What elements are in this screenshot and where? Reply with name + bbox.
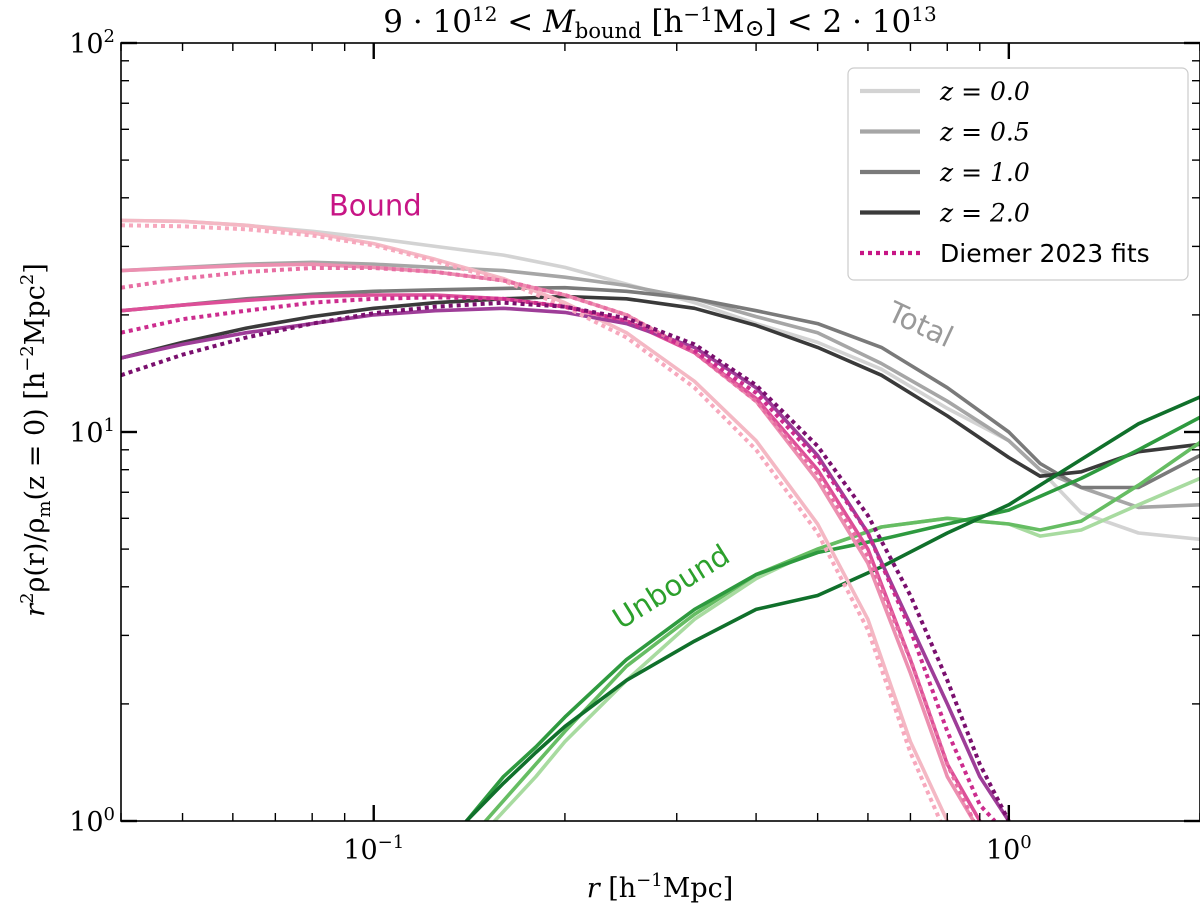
legend-label: z = 0.0: [939, 77, 1030, 106]
series-line-bound-z1-0: [121, 293, 982, 821]
legend-label: Diemer 2023 fits: [940, 239, 1150, 268]
x-axis-label: r [h−1Mpc]: [587, 870, 734, 904]
annotation-total: Total: [882, 294, 959, 354]
y-tick-label: 100: [69, 804, 115, 838]
series-line-bound-z0-5: [121, 262, 976, 821]
legend-box: [847, 67, 1189, 281]
x-tick-label: 10−1: [343, 832, 404, 866]
series-line-total-z2-0: [121, 294, 1200, 479]
series-line-unbound-z2-0: [464, 395, 1200, 821]
series-line-fit-z1-0: [121, 295, 997, 821]
annotation-bound: Bound: [329, 189, 422, 223]
y-tick-label: 101: [69, 415, 115, 449]
y-tick-label: 102: [69, 26, 115, 60]
chart-title: 9 · 1012 < Mbound [h−1M⊙] < 2 · 1013: [383, 2, 936, 43]
legend-label: z = 0.5: [939, 118, 1030, 147]
x-tick-label: 100: [986, 832, 1032, 866]
series-line-bound-z0-0: [121, 218, 950, 821]
series-line-fit-z0-5: [121, 266, 976, 821]
series-line-fit-z2-0: [121, 300, 1011, 821]
series-line-unbound-z1-0: [464, 415, 1200, 821]
legend-label: z = 1.0: [939, 158, 1030, 187]
legend: z = 0.0 z = 0.5 z = 1.0 z = 2.0 Diemer 2023 …: [847, 67, 1189, 281]
annotation-unbound: Unbound: [607, 538, 736, 636]
series-line-fit-z0-0: [121, 223, 943, 821]
series-line-unbound-z0-5: [483, 440, 1200, 821]
tick-layer: 10−1 100 100 101 102: [69, 26, 1200, 866]
y-axis-label: r2ρ(r)/ρm(z = 0) [h−2Mpc2]: [17, 263, 55, 617]
series-layer: [121, 218, 1200, 821]
legend-label: z = 2.0: [939, 199, 1030, 228]
series-line-total-z1-0: [121, 285, 1200, 490]
